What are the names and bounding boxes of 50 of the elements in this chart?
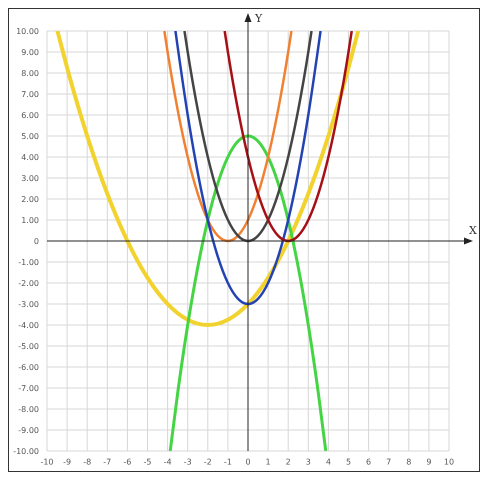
x-tick-label: 1 [266,458,271,467]
x-tick-label: -9 [63,458,72,467]
y-tick-label: -9.00 [18,426,39,435]
y-tick-label: -10.00 [13,446,39,456]
line-series [55,31,360,327]
line-series [168,134,328,451]
x-tick-label: 8 [406,458,412,467]
y-tick-label: 8.00 [21,68,39,78]
y-tick-label: -7.00 [18,384,39,393]
y-tick-label: 0 [34,236,39,246]
x-tick-label: -1 [224,458,232,467]
y-tick-label: 3.00 [21,174,39,183]
x-tick-label: 4 [326,458,331,467]
y-tick-label: 9.00 [21,48,39,57]
y-tick-label: -3.00 [18,300,39,309]
x-tick-label: 9 [426,458,432,467]
y-tick-label: 2.00 [21,194,39,204]
x-tick-label: 7 [386,458,392,467]
x-tick-label: 6 [366,458,372,467]
y-tick-label: -1.00 [18,258,39,267]
line-series [223,31,353,242]
y-tick-label: -4.00 [18,320,39,330]
y-tick-label: 5.00 [21,132,39,141]
y-axis-title: Y [254,12,263,25]
x-tick-label: -5 [144,458,152,467]
x-tick-label: -3 [184,458,192,467]
y-tick-label: -5.00 [18,342,39,351]
x-tick-label: -8 [83,458,92,467]
y-tick-label: -6.00 [18,362,39,372]
x-tick-label: 3 [306,458,311,467]
y-tick-label: -2.00 [18,278,39,288]
x-tick-label: -7 [103,458,112,467]
y-tick-label: 4.00 [21,152,39,162]
x-tick-label: -6 [123,458,132,467]
line-series [163,31,293,242]
y-tick-label: 10.00 [16,26,39,36]
line-series [174,31,322,306]
x-axis-title: X [469,224,477,237]
x-tick-label: 10 [444,458,454,467]
x-tick-label: 2 [286,458,291,467]
y-tick-label: -8.00 [18,404,39,414]
x-tick-label: -2 [204,458,212,467]
x-tick-label: -10 [40,458,54,467]
y-tick-label: 7.00 [21,90,39,99]
y-tick-label: 1.00 [21,216,39,225]
line-series [183,31,313,242]
y-tick-label: 6.00 [21,110,39,120]
x-tick-label: 5 [346,458,352,467]
x-tick-label: 0 [245,458,251,467]
x-tick-label: -4 [164,458,172,467]
